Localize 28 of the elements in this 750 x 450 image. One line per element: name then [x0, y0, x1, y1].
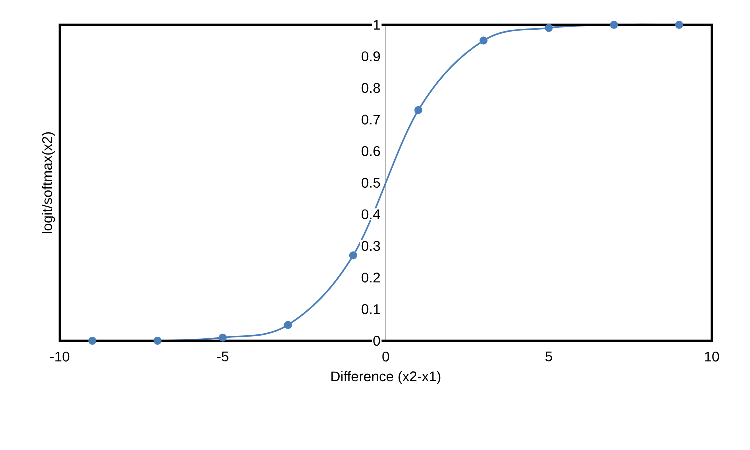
y-tick-label: 0.4 [362, 210, 380, 220]
point [284, 321, 292, 330]
point [545, 24, 554, 32]
point [675, 20, 684, 29]
y-tick-label: 0.5 [362, 178, 380, 188]
point [219, 334, 228, 342]
point [610, 20, 618, 29]
point [88, 337, 97, 345]
y-tick-label: 0.9 [362, 52, 380, 62]
y-tick-label: 0.8 [362, 83, 380, 94]
point [414, 106, 423, 114]
y-tick-label: 0.7 [362, 114, 380, 125]
x-tick-label: -10 [50, 352, 70, 362]
x-tick-label: 0 [382, 352, 390, 362]
x-tick-label: -5 [217, 352, 229, 362]
y-tick-label: 0.1 [362, 304, 380, 314]
y-tick-label: 0.2 [362, 272, 380, 283]
x-axis-title: Difference (x2-x1) [332, 371, 441, 384]
point [154, 337, 162, 345]
y-axis-title: logit/softmax(x2) [42, 132, 56, 234]
y-tick-label: 0.3 [362, 241, 380, 252]
x-tick-label: 5 [546, 352, 552, 362]
y-tick-label: 0 [374, 336, 380, 346]
y-tick-label: 0.6 [362, 146, 380, 156]
point [480, 36, 488, 45]
point [349, 252, 358, 260]
x-tick-label: 10 [705, 352, 720, 362]
y-tick-label: 1 [374, 20, 380, 30]
